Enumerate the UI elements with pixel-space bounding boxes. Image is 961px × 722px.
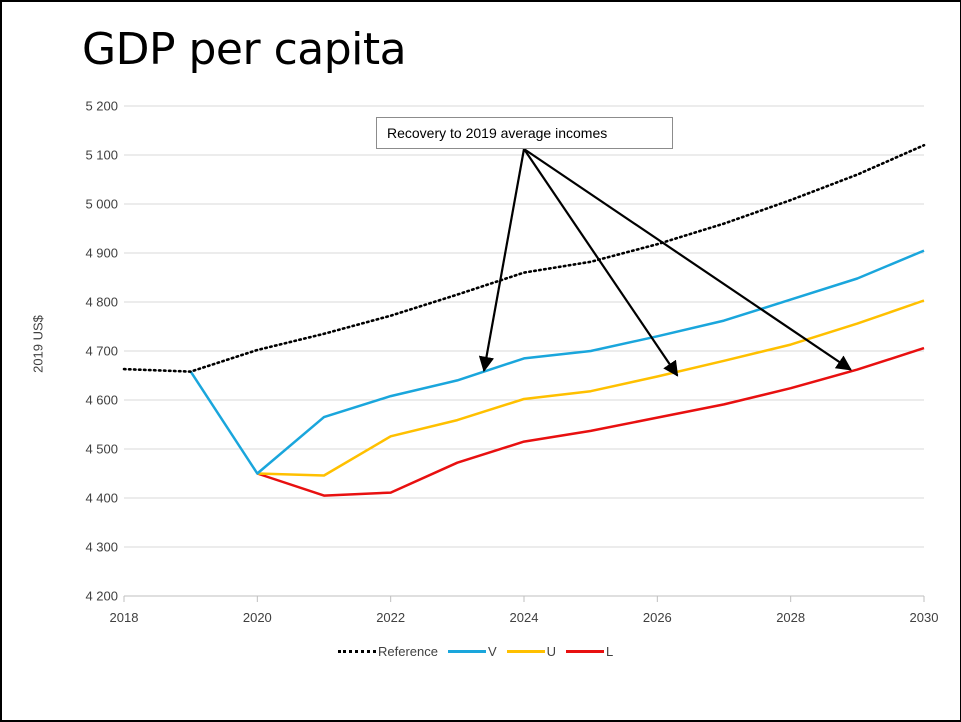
legend-swatch xyxy=(338,650,376,653)
y-tick-label: 4 800 xyxy=(85,295,118,310)
y-axis-label: 2019 US$ xyxy=(30,315,46,373)
x-tick-label: 2022 xyxy=(376,610,405,625)
legend-item-l: L xyxy=(566,644,613,659)
series-line-u xyxy=(257,299,925,477)
y-tick-label: 4 300 xyxy=(85,540,118,555)
legend-label: V xyxy=(487,644,497,659)
legend-item-reference: Reference xyxy=(338,644,438,659)
legend-swatch xyxy=(506,650,545,653)
legend-item-u: U xyxy=(506,644,557,659)
gridlines xyxy=(124,105,924,597)
series-line-reference xyxy=(122,143,926,373)
x-axis-ticks: 2018 2020 2022 2024 2026 2028 2030 xyxy=(110,596,939,625)
callout-arrows xyxy=(478,148,852,377)
slide-title: GDP per capita xyxy=(82,24,407,75)
legend-swatch xyxy=(447,650,486,653)
chart-legend: Reference V U L xyxy=(338,644,623,659)
callout-arrow-1 xyxy=(478,148,526,373)
x-tick-label: 2024 xyxy=(510,610,539,625)
series-lines xyxy=(122,143,926,497)
legend-item-v: V xyxy=(447,644,497,659)
y-tick-label: 4 900 xyxy=(85,246,118,261)
callout-arrow-3 xyxy=(523,148,852,371)
y-tick-label: 4 600 xyxy=(85,393,118,408)
series-line-l xyxy=(256,346,925,497)
legend-label: Reference xyxy=(378,644,438,659)
y-axis-ticks: 4 200 4 300 4 400 4 500 4 600 4 700 4 800 4 900… xyxy=(85,99,118,604)
y-tick-label: 5 000 xyxy=(85,197,118,212)
legend-swatch xyxy=(566,650,605,653)
x-tick-label: 2030 xyxy=(910,610,939,625)
series-line-v xyxy=(189,249,925,475)
y-tick-label: 5 200 xyxy=(85,99,118,114)
y-tick-label: 5 100 xyxy=(85,148,118,163)
legend-label: L xyxy=(606,644,614,659)
x-tick-label: 2020 xyxy=(243,610,272,625)
x-tick-label: 2018 xyxy=(110,610,139,625)
x-tick-label: 2026 xyxy=(643,610,672,625)
y-tick-label: 4 200 xyxy=(85,589,118,604)
legend-label: U xyxy=(546,644,557,659)
y-tick-label: 4 500 xyxy=(85,442,118,457)
callout-arrow-2 xyxy=(523,148,679,377)
annotation-callout: Recovery to 2019 average incomes xyxy=(376,117,673,149)
y-tick-label: 4 700 xyxy=(85,344,118,359)
x-tick-label: 2028 xyxy=(776,610,805,625)
y-tick-label: 4 400 xyxy=(85,491,118,506)
